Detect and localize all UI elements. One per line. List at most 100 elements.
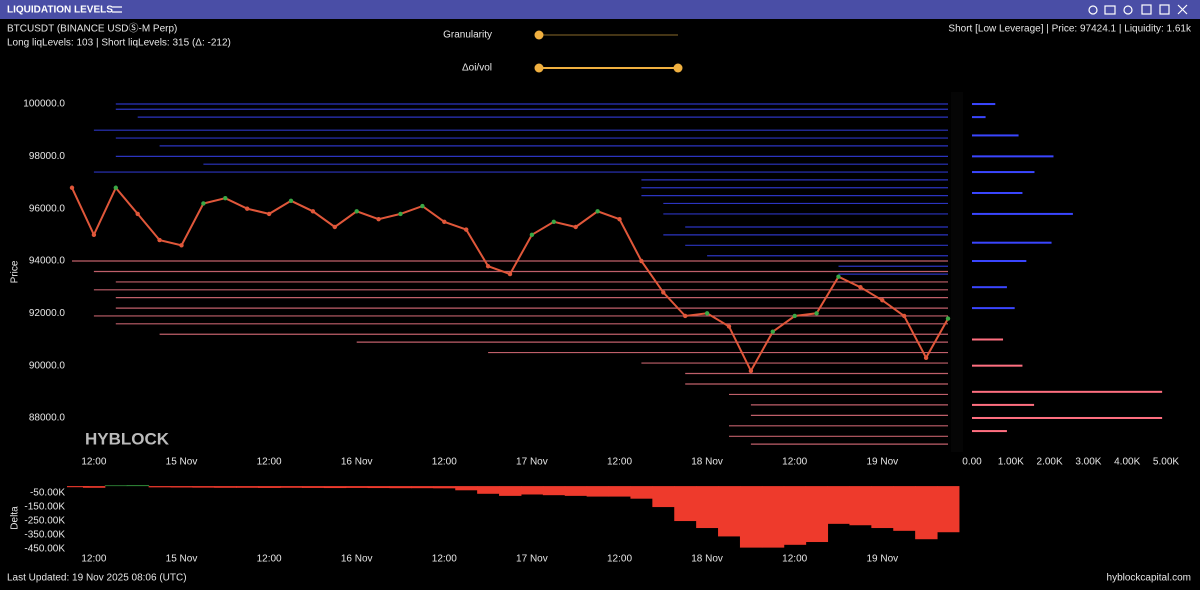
x-tick-label: 12:00	[257, 554, 282, 565]
price-point	[617, 216, 622, 222]
refresh-icon[interactable]	[1088, 5, 1098, 15]
price-point	[376, 216, 381, 222]
x-tick-label: 2.00K	[1037, 457, 1063, 468]
price-point	[442, 219, 447, 224]
x-tick-label: 12:00	[782, 554, 807, 565]
site-link[interactable]: hyblockcapital.com	[1107, 573, 1191, 584]
y-axis-label: Delta	[10, 506, 21, 530]
delta-bar	[455, 486, 478, 491]
control-label: Granularity	[443, 30, 492, 41]
price-point	[639, 258, 644, 264]
settings-toggle[interactable]	[112, 6, 122, 13]
x-tick-label: 17 Nov	[516, 457, 548, 468]
slider-handle[interactable]	[534, 30, 544, 40]
separator	[951, 92, 963, 452]
price-point	[69, 185, 75, 190]
price-point	[880, 298, 885, 303]
y-tick-label: 100000.0	[23, 99, 65, 110]
price-point	[529, 232, 535, 238]
x-tick-label: 15 Nov	[166, 457, 198, 468]
liquidity-bar	[972, 403, 1035, 406]
slider-handle[interactable]	[534, 63, 544, 73]
liquidity-bar	[972, 171, 1035, 174]
x-tick-label: 15 Nov	[166, 554, 198, 565]
liquidity-bar	[972, 212, 1073, 215]
delta-bar	[301, 486, 325, 488]
liquidity-bar	[972, 241, 1052, 244]
liquidity-bar	[972, 286, 1007, 289]
last-updated: Last Updated: 19 Nov 2025 08:06 (UTC)	[7, 573, 187, 584]
liquidity-bar	[972, 116, 986, 119]
price-point	[770, 329, 775, 334]
price-point	[923, 355, 929, 361]
delta-bar	[170, 486, 193, 488]
price-point	[420, 203, 425, 209]
delta-bar	[126, 485, 150, 487]
delta-bar	[805, 486, 829, 543]
liquidity-bar	[972, 103, 996, 106]
y-tick-label: 94000.0	[29, 256, 66, 267]
price-point	[464, 227, 469, 232]
delta-bar	[761, 486, 785, 548]
y-tick-label: 88000.0	[29, 413, 66, 424]
price-point	[485, 264, 491, 269]
delta-bar	[280, 486, 303, 488]
delta-bar	[104, 485, 128, 487]
delta-bar	[236, 486, 259, 488]
y-tick-label: -150.00K	[24, 502, 65, 513]
delta-bar	[915, 486, 938, 540]
price-point	[310, 209, 316, 214]
expand-icon[interactable]	[1159, 4, 1170, 15]
symbol: BTCUSDT (BINANCE USDⓈ-M Perp)	[7, 23, 177, 35]
y-tick-label: -250.00K	[24, 516, 65, 527]
delta-bar	[783, 486, 807, 545]
price-point	[245, 206, 250, 211]
price-point	[836, 274, 841, 279]
x-tick-label: 12:00	[81, 554, 106, 565]
price-point	[266, 211, 272, 217]
x-tick-label: 16 Nov	[341, 554, 373, 565]
price-point	[157, 237, 162, 243]
price-line	[71, 185, 949, 374]
gear-icon[interactable]	[1123, 5, 1133, 15]
delta-bar	[608, 486, 631, 497]
price-point	[792, 313, 797, 319]
x-tick-label: 12:00	[607, 554, 632, 565]
x-tick-label: 12:00	[607, 457, 632, 468]
delta-bar	[367, 486, 391, 489]
liquidity-bar	[972, 307, 1015, 310]
x-tick-label: 16 Nov	[341, 457, 373, 468]
camera-icon[interactable]	[1104, 5, 1116, 15]
x-tick-label: 19 Nov	[866, 457, 898, 468]
price-point	[683, 313, 688, 319]
liquidity-bar	[972, 338, 1004, 341]
levels-summary: Long liqLevels: 103 | Short liqLevels: 3…	[7, 38, 231, 49]
y-tick-label: 98000.0	[29, 151, 66, 162]
liquidity-bar	[972, 416, 1163, 419]
close-icon[interactable]	[1177, 4, 1188, 15]
header-icons[interactable]	[112, 4, 1188, 15]
delta-bar	[739, 486, 763, 548]
price-point	[726, 324, 732, 329]
save-icon[interactable]	[1141, 4, 1152, 15]
liquidity-bar	[972, 191, 1023, 194]
watermark: HYBLOCK	[85, 429, 170, 448]
x-tick-label: 12:00	[432, 554, 457, 565]
delta-bar	[871, 486, 894, 529]
x-tick-label: 12:00	[81, 457, 106, 468]
y-axis-label: Price	[10, 260, 21, 283]
delta-bar	[148, 486, 172, 488]
liquidity-bar	[972, 260, 1027, 263]
liquidity-bar	[972, 155, 1054, 158]
delta-bar	[674, 486, 697, 522]
delta-bar	[849, 486, 872, 526]
delta-bar	[937, 486, 960, 533]
x-tick-label: 17 Nov	[516, 554, 548, 565]
x-tick-label: 4.00K	[1114, 457, 1140, 468]
delta-bar	[827, 486, 850, 524]
price-point	[113, 185, 119, 190]
slider-handle[interactable]	[673, 63, 683, 73]
delta-bar	[718, 486, 741, 537]
